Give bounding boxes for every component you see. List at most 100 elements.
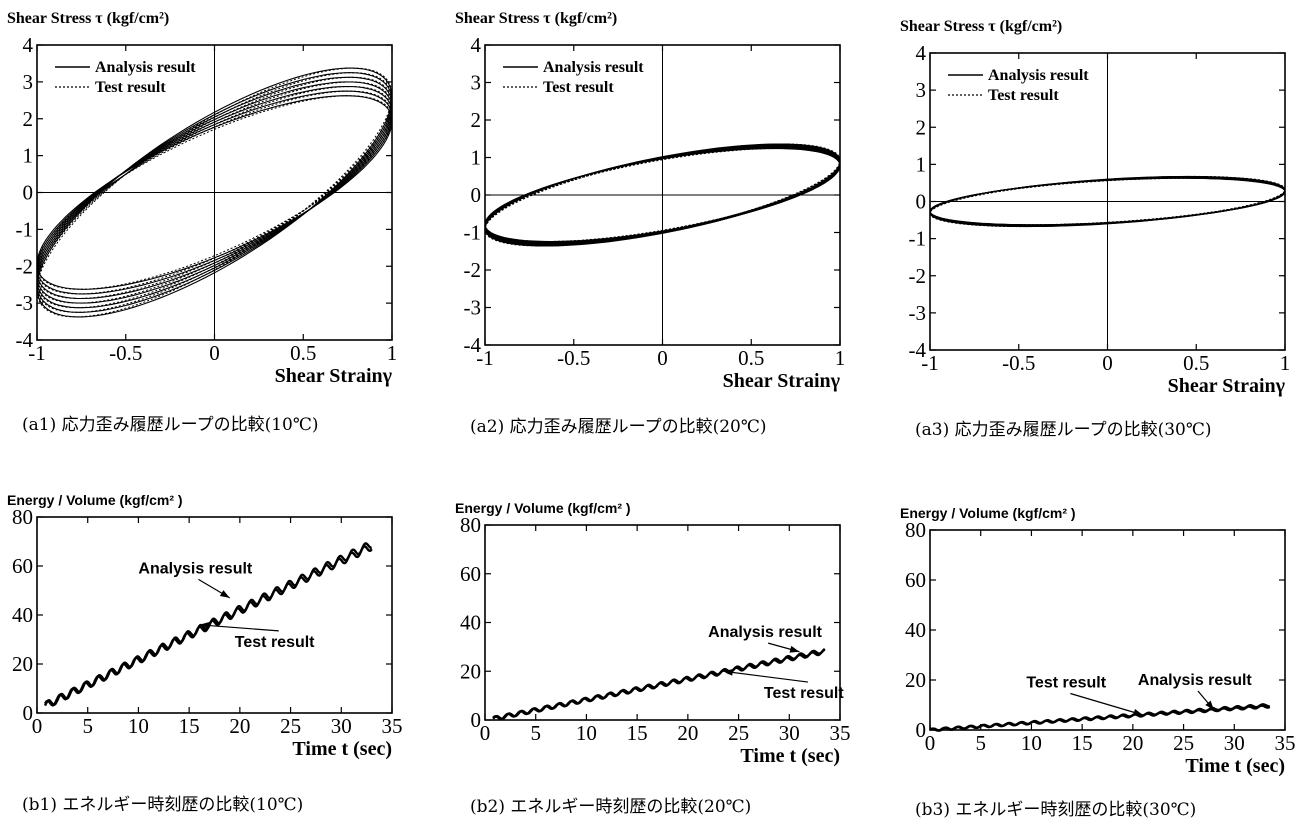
- y-tick-label: 40: [12, 603, 33, 627]
- annotation-arrowhead: [220, 590, 230, 598]
- y-tick-label: 0: [471, 708, 482, 732]
- y-tick-label: 4: [471, 33, 482, 57]
- x-tick-label: 5: [530, 721, 541, 745]
- y-tick-label: 40: [460, 611, 481, 635]
- y-axis-label: Shear Stress τ (kgf/cm²): [900, 18, 1062, 35]
- y-tick-label: 0: [471, 183, 482, 207]
- x-axis-label: Time t (sec): [740, 745, 840, 767]
- x-tick-label: 25: [728, 721, 749, 745]
- chart-b3: 0 5 10 15 20 25 30 35 80 60 40 20 0 Energy / Volume (…: [900, 505, 1295, 820]
- y-tick-label: -1: [909, 227, 927, 251]
- y-axis-label: Shear Stress τ (kgf/cm²): [7, 10, 169, 27]
- annotation-label: Test result: [1026, 675, 1106, 692]
- annotation-arrow: [723, 671, 808, 682]
- x-tick-label: 0.5: [738, 346, 764, 370]
- x-axis-label: Shear Strainγ: [723, 370, 841, 392]
- x-tick-label: 10: [1021, 731, 1042, 755]
- y-tick-label: -2: [16, 254, 34, 278]
- y-tick-label: -2: [464, 258, 482, 282]
- y-tick-label: 0: [916, 718, 927, 742]
- y-axis-label: Energy / Volume (kgf/cm² ): [900, 505, 1076, 521]
- x-tick-label: 0: [925, 731, 936, 755]
- y-tick-label: 3: [23, 70, 34, 94]
- x-tick-label: -0.5: [557, 346, 590, 370]
- y-tick-label: -3: [464, 296, 482, 320]
- x-tick-label: 20: [1122, 731, 1143, 755]
- y-tick-label: 1: [471, 146, 482, 170]
- x-tick-label: 0: [32, 714, 43, 738]
- x-tick-label: 15: [1072, 731, 1093, 755]
- x-tick-label: 1: [387, 341, 398, 365]
- x-tick-label: 0: [657, 346, 668, 370]
- y-tick-label: 60: [460, 562, 481, 586]
- y-tick-label: 80: [905, 518, 926, 542]
- annotation-arrow: [199, 625, 278, 631]
- y-tick-label: -3: [909, 301, 927, 325]
- x-tick-label: 35: [830, 721, 851, 745]
- annotation-label: Test result: [235, 634, 315, 651]
- y-tick-label: -4: [909, 338, 927, 362]
- y-tick-label: 1: [916, 152, 927, 176]
- y-axis-label: Energy / Volume (kgf/cm² ): [455, 500, 631, 516]
- x-tick-label: 30: [779, 721, 800, 745]
- y-tick-label: 60: [905, 568, 926, 592]
- x-tick-label: 1: [835, 346, 846, 370]
- y-tick-label: 2: [916, 115, 927, 139]
- legend-label-test: Test result: [95, 79, 166, 96]
- y-tick-label: 60: [12, 554, 33, 578]
- x-tick-label: 20: [229, 714, 250, 738]
- y-tick-label: -4: [16, 328, 34, 352]
- x-tick-label: 35: [382, 714, 403, 738]
- y-tick-label: 2: [23, 107, 34, 131]
- x-tick-label: 0: [1102, 351, 1113, 375]
- x-tick-label: 35: [1275, 731, 1295, 755]
- figure-caption: (a3) 応力歪み履歴ループの比較(30℃): [915, 420, 1212, 440]
- figure-caption: (a2) 応力歪み履歴ループの比較(20℃): [470, 417, 767, 437]
- x-axis-label: Time t (sec): [292, 738, 392, 760]
- x-tick-label: 25: [1173, 731, 1194, 755]
- x-tick-label: 10: [576, 721, 597, 745]
- x-tick-label: 0.5: [290, 341, 316, 365]
- y-tick-label: -4: [464, 333, 482, 357]
- y-tick-label: 3: [916, 78, 927, 102]
- y-tick-label: 1: [23, 144, 34, 168]
- x-tick-label: 25: [280, 714, 301, 738]
- y-tick-label: -2: [909, 264, 927, 288]
- y-tick-label: 20: [905, 668, 926, 692]
- annotation-label: Analysis result: [1138, 672, 1253, 689]
- annotation-label: Test result: [764, 685, 844, 702]
- y-tick-label: 20: [12, 652, 33, 676]
- x-axis-label: Time t (sec): [1185, 755, 1285, 777]
- y-tick-label: 80: [12, 505, 33, 529]
- x-tick-label: 0: [480, 721, 491, 745]
- x-tick-label: 5: [975, 731, 986, 755]
- y-tick-label: 4: [916, 41, 927, 65]
- x-tick-label: 15: [627, 721, 648, 745]
- y-tick-label: -3: [16, 291, 34, 315]
- x-tick-label: 0.5: [1183, 351, 1209, 375]
- x-tick-label: 30: [1224, 731, 1245, 755]
- y-tick-label: 0: [23, 181, 34, 205]
- figure-caption: (b2) エネルギー時刻歴の比較(20℃): [470, 797, 751, 817]
- y-tick-label: 20: [460, 659, 481, 683]
- y-tick-label: 2: [471, 108, 482, 132]
- figure-caption: (a1) 応力歪み履歴ループの比較(10℃): [22, 415, 319, 435]
- annotation-arrowhead: [790, 646, 800, 653]
- y-tick-label: 40: [905, 618, 926, 642]
- legend-label-analysis: Analysis result: [543, 59, 644, 76]
- x-tick-label: 1: [1280, 351, 1291, 375]
- y-tick-label: 0: [23, 701, 34, 725]
- annotation-arrowhead: [1133, 709, 1143, 716]
- legend-label-test: Test result: [988, 87, 1059, 104]
- x-tick-label: -0.5: [109, 341, 142, 365]
- y-tick-label: 3: [471, 71, 482, 95]
- x-tick-label: 10: [128, 714, 149, 738]
- x-tick-label: -0.5: [1002, 351, 1035, 375]
- figure-caption: (b1) エネルギー時刻歴の比較(10℃): [22, 795, 303, 815]
- y-tick-label: -1: [16, 217, 34, 241]
